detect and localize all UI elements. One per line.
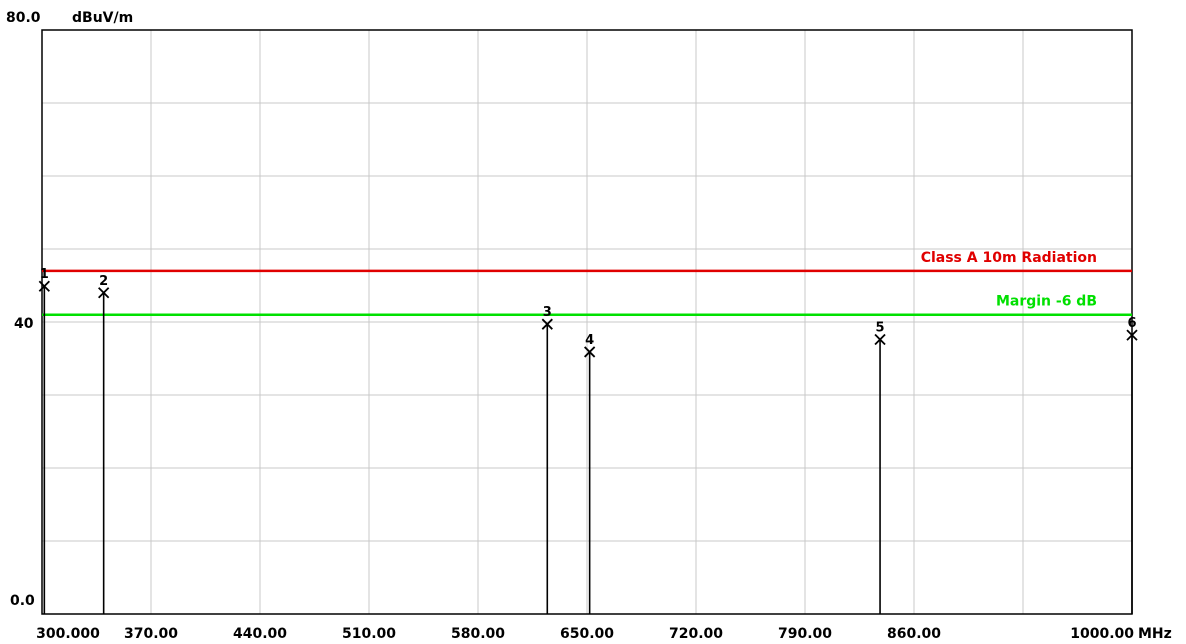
x-tick-label: 1000.00 (1070, 626, 1134, 642)
limit-line-label: Class A 10m Radiation (921, 250, 1097, 266)
y-axis-mid-label: 40 (14, 316, 34, 332)
limit-layer: Class A 10m Radiation Margin -6 dB (42, 250, 1132, 316)
marker-1: 1 (38, 267, 50, 614)
x-tick-label: 510.00 (342, 626, 396, 642)
marker-cross (98, 287, 110, 299)
marker-number-label: 4 (585, 333, 594, 348)
marker-cross (541, 318, 553, 330)
x-tick-label: 300.000 (36, 626, 100, 642)
marker-3: 3 (541, 305, 553, 614)
x-tick-layer: 300.000 370.00 440.00 510.00 580.00 650.00 720… (36, 626, 1134, 642)
marker-5: 5 (874, 321, 886, 614)
x-axis-unit-label: MHz (1138, 626, 1172, 642)
marker-number-label: 2 (99, 274, 108, 289)
marker-4: 4 (584, 333, 596, 614)
marker-2: 2 (98, 274, 110, 614)
marker-cross (874, 333, 886, 346)
marker-number-label: 5 (876, 321, 885, 336)
y-axis-bottom-label: 0.0 (10, 593, 35, 609)
marker-layer: 1 2 3 4 5 6 (38, 267, 1138, 614)
margin-line-label: Margin -6 dB (996, 294, 1097, 310)
grid-layer (42, 30, 1132, 614)
y-axis-unit-label: dBuV/m (72, 10, 133, 26)
marker-6: 6 (1126, 316, 1138, 614)
marker-cross (1126, 329, 1138, 341)
axis-layer: 80.0 dBuV/m 40 0.0 MHz (6, 10, 1172, 642)
x-tick-label: 650.00 (560, 626, 614, 642)
marker-number-label: 1 (40, 267, 49, 282)
plot-frame (41, 29, 1133, 615)
marker-number-label: 6 (1127, 316, 1136, 331)
marker-cross (584, 346, 596, 358)
x-tick-label: 860.00 (887, 626, 941, 642)
x-tick-label: 370.00 (124, 626, 178, 642)
x-tick-label: 790.00 (778, 626, 832, 642)
x-tick-label: 720.00 (669, 626, 723, 642)
y-axis-top-label: 80.0 (6, 10, 41, 26)
marker-cross (38, 280, 50, 292)
marker-number-label: 3 (543, 305, 552, 320)
x-tick-label: 580.00 (451, 626, 505, 642)
x-tick-label: 440.00 (233, 626, 287, 642)
